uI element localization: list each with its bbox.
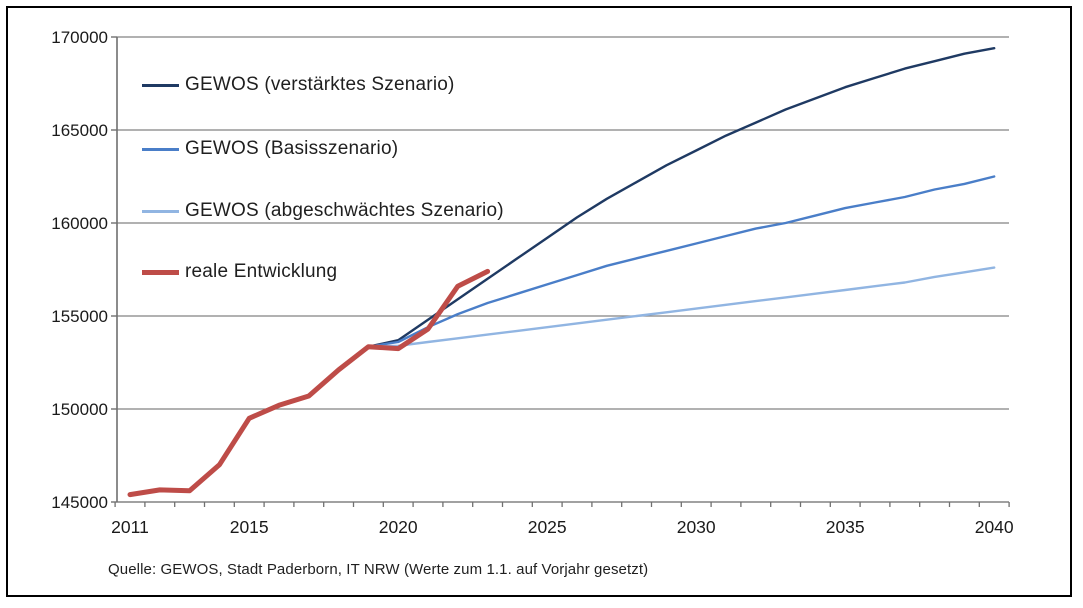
chart-frame bbox=[6, 6, 1072, 597]
series-line-3 bbox=[127, 268, 491, 498]
legend-item-1: GEWOS (Basisszenario) bbox=[142, 138, 398, 160]
x-tick-label: 2030 bbox=[677, 517, 716, 537]
legend-label: GEWOS (abgeschwächtes Szenario) bbox=[185, 200, 504, 221]
y-axis-labels: 145000 150000 155000 160000 165000 170000 bbox=[51, 28, 108, 512]
y-tick-label: 165000 bbox=[51, 121, 108, 140]
series-line-1 bbox=[367, 175, 996, 348]
x-tick-label: 2015 bbox=[230, 517, 269, 537]
legend-label: reale Entwicklung bbox=[185, 261, 338, 282]
legend-item-2: GEWOS (abgeschwächtes Szenario) bbox=[142, 200, 504, 222]
x-tick-label: 2040 bbox=[975, 517, 1014, 537]
y-tick-label: 145000 bbox=[51, 493, 108, 512]
legend-item-0: GEWOS (verstärktes Szenario) bbox=[142, 74, 455, 96]
legend-label: GEWOS (verstärktes Szenario) bbox=[185, 74, 455, 95]
x-tick-label: 2020 bbox=[379, 517, 418, 537]
axis-ticks bbox=[111, 36, 1010, 507]
legend-line-swatch bbox=[142, 147, 179, 151]
x-tick-label: 2025 bbox=[528, 517, 567, 537]
x-axis-labels: 2011 2015 2020 2025 2030 2035 2040 bbox=[111, 517, 1014, 537]
legend-label: GEWOS (Basisszenario) bbox=[185, 138, 399, 159]
series-line-2 bbox=[367, 266, 996, 348]
legend-item-3: reale Entwicklung bbox=[142, 261, 337, 283]
legend-line-swatch bbox=[142, 269, 179, 275]
legend-line-swatch bbox=[142, 83, 179, 87]
y-tick-label: 155000 bbox=[51, 307, 108, 326]
legend-line-swatch bbox=[142, 209, 179, 213]
x-tick-label: 2011 bbox=[111, 517, 149, 537]
x-tick-label: 2035 bbox=[826, 517, 865, 537]
series-line-0 bbox=[367, 47, 996, 348]
y-tick-label: 150000 bbox=[51, 400, 108, 419]
source-note: Quelle: GEWOS, Stadt Paderborn, IT NRW (… bbox=[108, 561, 649, 578]
y-tick-label: 170000 bbox=[51, 28, 108, 47]
y-tick-label: 160000 bbox=[51, 214, 108, 233]
